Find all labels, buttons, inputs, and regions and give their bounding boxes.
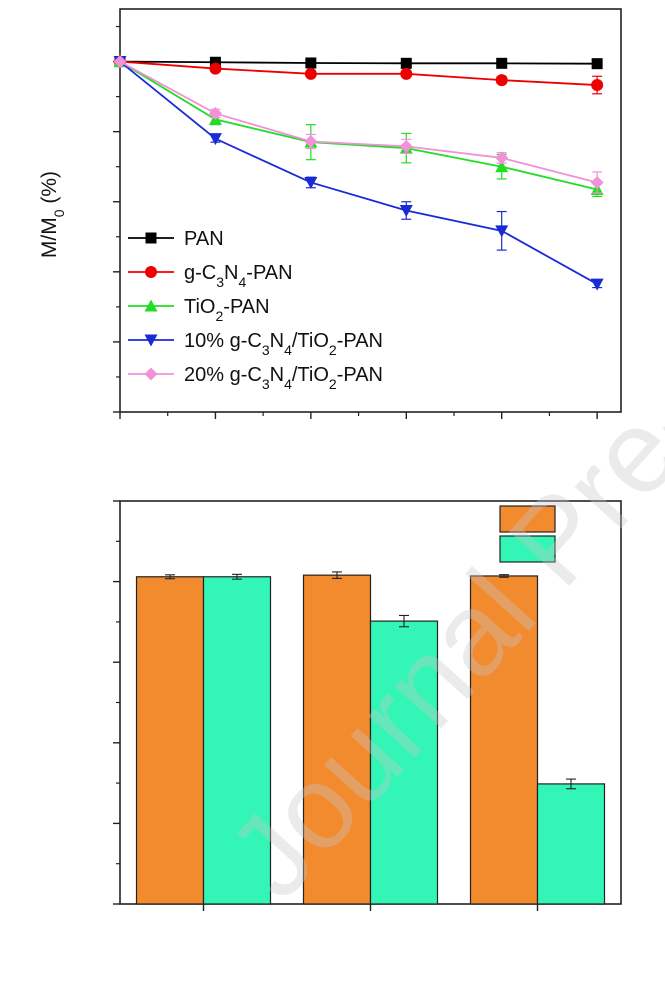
legend-label: g-C3N4-PAN bbox=[184, 262, 293, 290]
legend-label-part: -PAN bbox=[223, 296, 269, 318]
bar-60h-group2 bbox=[369, 620, 439, 905]
legend-label-part: 10% g-C bbox=[184, 330, 262, 352]
legend-entry-3: 10% g-C3N4/TiO2-PAN bbox=[128, 330, 383, 358]
series-line bbox=[119, 60, 598, 285]
legend-entry-1 bbox=[499, 535, 556, 563]
legend-entry-0 bbox=[499, 505, 556, 533]
legend-label-part: 4 bbox=[284, 376, 292, 392]
legend-marker bbox=[144, 334, 158, 347]
legend-entry-4: 20% g-C3N4/TiO2-PAN bbox=[128, 364, 383, 392]
legend-entry-2: TiO2-PAN bbox=[128, 296, 270, 324]
panel-b-bar-chart bbox=[113, 500, 622, 911]
legend-label-part: TiO bbox=[184, 296, 215, 318]
series-line bbox=[119, 60, 598, 191]
data-point bbox=[400, 67, 413, 80]
data-point bbox=[209, 56, 221, 68]
legend-swatch bbox=[499, 535, 556, 563]
data-point bbox=[495, 151, 509, 165]
data-point bbox=[208, 106, 222, 120]
legend-label-part: g-C bbox=[184, 262, 216, 284]
legend-label: PAN bbox=[184, 228, 224, 250]
legend-marker bbox=[145, 232, 157, 244]
data-point bbox=[400, 57, 412, 69]
legend-label-part: 2 bbox=[329, 342, 337, 358]
legend-entry-0: PAN bbox=[128, 228, 224, 250]
plot-frame bbox=[119, 8, 622, 413]
legend-label-part: 4 bbox=[238, 274, 246, 290]
legend-swatch bbox=[499, 505, 556, 533]
data-point bbox=[209, 62, 222, 75]
data-point bbox=[113, 55, 127, 69]
data-point bbox=[305, 57, 317, 69]
data-point bbox=[304, 176, 318, 189]
legend-label-part: -PAN bbox=[337, 364, 383, 386]
y-axis-title-part: M/M bbox=[38, 217, 61, 258]
series-2 bbox=[113, 55, 604, 198]
legend-label-part: -PAN bbox=[246, 262, 292, 284]
legend-label-part: 4 bbox=[284, 342, 292, 358]
data-point bbox=[304, 134, 318, 148]
data-point bbox=[399, 139, 413, 153]
legend-label-part: 2 bbox=[329, 376, 337, 392]
data-point bbox=[304, 67, 317, 80]
y-axis-title: M/M0 (%) bbox=[38, 171, 67, 258]
bar-60h-group3 bbox=[536, 783, 606, 905]
legend-label-part: 3 bbox=[262, 342, 270, 358]
legend-label-part: 2 bbox=[215, 308, 223, 324]
data-point bbox=[590, 175, 604, 189]
data-point bbox=[590, 278, 604, 291]
legend-label: 10% g-C3N4/TiO2-PAN bbox=[184, 330, 383, 358]
series-line bbox=[119, 60, 598, 184]
y-axis-title-part: (%) bbox=[38, 171, 61, 210]
legend-label-part: N bbox=[270, 330, 284, 352]
legend-label-part: 20% g-C bbox=[184, 364, 262, 386]
legend-label-part: /TiO bbox=[292, 330, 329, 352]
data-point bbox=[495, 74, 508, 87]
data-point bbox=[495, 160, 509, 173]
bar-0h-group2 bbox=[302, 574, 372, 905]
legend-label: TiO2-PAN bbox=[184, 296, 270, 324]
legend-label-part: 3 bbox=[216, 274, 224, 290]
bar-0h-group3 bbox=[469, 575, 539, 905]
legend-marker bbox=[145, 266, 157, 278]
legend-label-part: -PAN bbox=[337, 330, 383, 352]
legend-marker bbox=[144, 299, 158, 312]
legend-entry-1: g-C3N4-PAN bbox=[128, 262, 293, 290]
y-axis-title-part: 0 bbox=[51, 209, 67, 217]
data-point bbox=[399, 205, 413, 217]
legend-label-part: PAN bbox=[184, 228, 224, 250]
data-point bbox=[591, 58, 603, 70]
legend-label-part: 3 bbox=[262, 376, 270, 392]
legend-label: 20% g-C3N4/TiO2-PAN bbox=[184, 364, 383, 392]
legend-label-part: N bbox=[270, 364, 284, 386]
data-point bbox=[208, 133, 222, 146]
bar-0h-group1 bbox=[135, 576, 205, 905]
legend-marker bbox=[144, 367, 158, 381]
data-point bbox=[591, 79, 604, 92]
bar-60h-group1 bbox=[202, 576, 272, 905]
data-point bbox=[495, 225, 509, 238]
legend-label-part: /TiO bbox=[292, 364, 329, 386]
series-line bbox=[119, 60, 598, 65]
series-line bbox=[119, 60, 598, 86]
data-point bbox=[496, 57, 508, 69]
series-4 bbox=[113, 55, 604, 194]
legend-label-part: N bbox=[224, 262, 238, 284]
